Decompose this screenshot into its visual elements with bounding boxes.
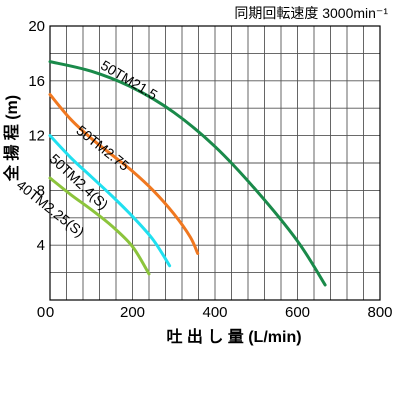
x-tick-label: 600 [285, 304, 310, 321]
x-tick-label: 400 [202, 304, 227, 321]
curve-50tm2-75 [48, 93, 200, 255]
plot-frame [49, 25, 381, 301]
x-tick-label: 800 [367, 304, 392, 321]
curve-label: 50TM2.75 [73, 122, 132, 174]
y-axis-label: 全 揚 程 (m) [2, 95, 21, 182]
y-tick-label: 4 [37, 237, 45, 254]
grid-layer [50, 26, 380, 300]
y-tick-label: 20 [28, 18, 45, 35]
y-tick-label: 12 [28, 128, 45, 145]
x-tick-label: 0 [46, 304, 54, 321]
x-axis-label: 吐 出 し 量 (L/min) [166, 327, 301, 346]
chart-subtitle: 同期回転速度 3000min⁻¹ [234, 5, 388, 21]
y-tick-label: 16 [28, 73, 45, 90]
curve-50tm2-4-s- [48, 134, 172, 268]
curve-50tm21-5 [48, 60, 327, 287]
y-tick-label: 0 [37, 304, 45, 321]
curve-label: 50TM21.5 [98, 57, 160, 103]
curve-40tm2-25-s- [48, 176, 151, 276]
y-tick-label: 8 [37, 182, 45, 199]
x-tick-label: 200 [120, 304, 145, 321]
